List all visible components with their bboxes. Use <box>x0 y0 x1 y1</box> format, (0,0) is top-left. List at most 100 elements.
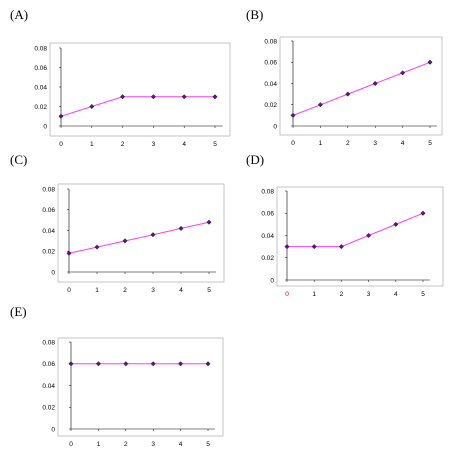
panel-label: (C) <box>10 152 27 167</box>
y-tick-label: 0.04 <box>261 233 274 240</box>
data-point <box>393 221 399 227</box>
x-tick-label: 4 <box>401 140 405 147</box>
x-tick-label: 3 <box>152 141 156 148</box>
data-point <box>150 94 156 100</box>
x-tick-label: 4 <box>179 287 183 294</box>
y-tick-label: 0.08 <box>42 186 55 193</box>
x-tick-label: 3 <box>373 140 377 147</box>
x-tick-label: 5 <box>213 141 217 148</box>
series-line <box>292 61 431 116</box>
x-tick-label: 0 <box>285 291 289 298</box>
plot-frame <box>49 42 231 137</box>
x-tick-label: 3 <box>151 287 155 294</box>
x-tick-label: 0 <box>69 441 73 448</box>
chart-panel-e: (E) 0 0.02 0.04 0.06 0.08 0 1 2 3 4 5 <box>10 304 224 448</box>
y-tick-label: 0.04 <box>42 383 55 390</box>
chart-panel-d: (D) 0 0.02 0.04 0.06 0.08 0 1 2 3 4 5 <box>246 152 444 298</box>
x-tick-label: 5 <box>421 291 425 298</box>
data-point <box>311 244 317 250</box>
data-point <box>345 91 351 97</box>
x-tick-label: 3 <box>367 291 371 298</box>
y-tick-label: 0.02 <box>42 405 55 412</box>
x-tick-label: 2 <box>340 291 344 298</box>
y-tick-label: 0.04 <box>42 228 55 235</box>
data-point <box>181 94 187 100</box>
x-tick-label: 5 <box>207 287 211 294</box>
plot-frame <box>276 186 444 287</box>
data-point <box>338 244 344 250</box>
data-point <box>150 361 156 367</box>
x-tick-label: 2 <box>346 140 350 147</box>
y-tick-label: 0.04 <box>264 81 277 88</box>
plot-frame <box>57 337 224 437</box>
y-tick-label: 0.06 <box>42 207 55 214</box>
data-point <box>120 94 126 100</box>
y-tick-label: 0.08 <box>264 38 277 45</box>
data-point <box>317 102 323 108</box>
chart-panel-c: (C) 0 0.02 0.04 0.06 0.08 0 1 2 3 4 5 <box>10 152 225 294</box>
x-tick-label: 0 <box>59 141 63 148</box>
data-point <box>58 113 64 119</box>
x-tick-label: 4 <box>179 441 183 448</box>
y-tick-label: 0.02 <box>42 249 55 256</box>
x-tick-label: 4 <box>394 291 398 298</box>
chart-panel-a: (A) 0 0.02 0.04 0.06 0.08 0 1 2 3 4 5 <box>10 7 231 148</box>
y-tick-label: 0 <box>43 123 47 130</box>
data-point <box>372 80 378 87</box>
data-point <box>89 103 95 110</box>
x-tick-label: 1 <box>97 441 101 448</box>
y-tick-label: 0.08 <box>34 45 47 52</box>
y-tick-label: 0.02 <box>261 255 274 262</box>
data-point <box>95 361 101 367</box>
panel-label: (B) <box>246 7 263 22</box>
y-tick-label: 0.06 <box>264 60 277 67</box>
x-tick-label: 1 <box>312 291 316 298</box>
series-line <box>60 96 215 117</box>
y-tick-label: 0.06 <box>261 211 274 218</box>
x-tick-label: 1 <box>319 140 323 147</box>
y-tick-label: 0 <box>273 123 277 130</box>
y-tick-label: 0 <box>270 277 274 284</box>
y-tick-label: 0.06 <box>42 361 55 368</box>
data-point <box>366 232 372 239</box>
data-point <box>123 361 129 367</box>
data-point <box>122 238 128 244</box>
x-tick-label: 0 <box>67 287 71 294</box>
y-tick-label: 0.06 <box>34 65 47 72</box>
data-point <box>94 244 100 250</box>
data-point <box>212 94 218 100</box>
data-point <box>206 219 212 225</box>
x-tick-label: 2 <box>124 441 128 448</box>
x-tick-label: 3 <box>151 441 155 448</box>
y-tick-label: 0.02 <box>34 104 47 111</box>
data-point <box>290 112 296 118</box>
series-line <box>287 212 424 248</box>
data-point <box>420 210 426 216</box>
data-point <box>400 70 406 76</box>
x-tick-label: 4 <box>182 141 186 148</box>
data-point <box>178 361 184 367</box>
panel-label: (A) <box>10 7 28 22</box>
y-tick-label: 0.04 <box>34 84 47 91</box>
x-tick-label: 2 <box>121 141 125 148</box>
plot-frame <box>279 36 443 136</box>
panel-label: (E) <box>10 304 27 319</box>
data-point <box>427 59 433 65</box>
y-tick-label: 0.08 <box>261 188 274 195</box>
x-tick-label: 5 <box>428 140 432 147</box>
data-point <box>178 225 184 231</box>
y-tick-label: 0.02 <box>264 102 277 109</box>
y-tick-label: 0.08 <box>42 339 55 346</box>
panel-label: (D) <box>246 152 264 167</box>
series-line <box>68 221 210 254</box>
data-point <box>66 250 72 256</box>
chart-panel-b: (B) 0 0.02 0.04 0.06 0.08 0 1 2 3 4 5 <box>246 7 443 147</box>
y-tick-label: 0 <box>51 426 55 433</box>
data-point <box>68 361 74 367</box>
data-point <box>150 232 156 238</box>
x-tick-label: 1 <box>95 287 99 294</box>
x-tick-label: 5 <box>206 441 210 448</box>
plot-frame <box>57 183 225 283</box>
x-tick-label: 2 <box>123 287 127 294</box>
